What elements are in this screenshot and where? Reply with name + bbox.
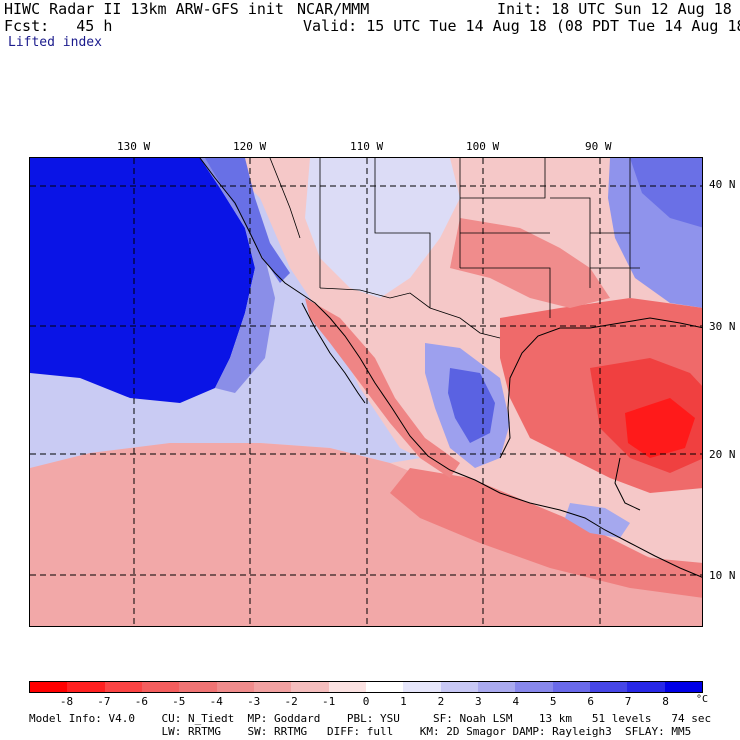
colorbar-tick-label: 2 [437, 695, 445, 708]
organization-label: NCAR/MMM [297, 0, 370, 18]
colorbar-tick-label: 0 [362, 695, 370, 708]
colorbar-tick-label: 7 [624, 695, 632, 708]
central-america-stable [565, 503, 630, 538]
pacific-mid-band [200, 158, 275, 393]
colorbar-segment [365, 682, 404, 692]
lon-label-110w: 110 W [350, 140, 384, 153]
mexican-plateau-core [448, 368, 495, 443]
colorbar-tick-label: -8 [59, 695, 74, 708]
colorbar-segment [589, 682, 628, 692]
lat-label-10n: 10 N [709, 569, 736, 582]
colorbar-tick-label: -5 [172, 695, 186, 708]
model-info-line2: LW: RRTMG SW: RRTMG DIFF: full KM: 2D Sm… [29, 725, 692, 738]
lon-label-100w: 100 W [466, 140, 500, 153]
colorbar-tick-label: -6 [134, 695, 148, 708]
model-title: HIWC Radar II 13km ARW-GFS init [4, 0, 284, 18]
colorbar-segment [403, 682, 441, 692]
lon-label-120w: 120 W [233, 140, 267, 153]
graticule [30, 158, 702, 626]
model-info-line1: Model Info: V4.0 CU: N_Tiedt MP: Goddard… [29, 712, 712, 725]
valid-time: Valid: 15 UTC Tue 14 Aug 18 (08 PDT Tue … [303, 17, 740, 35]
colorbar-segment [627, 682, 665, 692]
gulf-core [625, 398, 695, 458]
lat-label-40n: 40 N [709, 178, 736, 191]
political-borders [269, 158, 640, 339]
mexico-west-coast-unstable [305, 298, 460, 478]
central-us-unstable [450, 218, 610, 308]
colorbar-segment [30, 682, 68, 692]
colorbar [29, 681, 703, 693]
colorbar-segment [552, 682, 590, 692]
colorbar-tick-label: 4 [512, 695, 520, 708]
colorbar-segment [216, 682, 254, 692]
colorbar-segment [253, 682, 292, 692]
field-name: Lifted index [8, 35, 102, 50]
colorbar-segment [104, 682, 142, 692]
pacific-stable-core [30, 158, 255, 403]
colorbar-tick-label: 6 [587, 695, 594, 708]
colorbar-unit: °C [696, 694, 709, 705]
colorbar-tick-label: 8 [662, 695, 669, 708]
colorbar-segment [291, 682, 329, 692]
lifted-index-map [29, 157, 703, 627]
colorbar-tick-label: 1 [400, 695, 407, 708]
colorbar-tick-label: -1 [321, 695, 336, 708]
eastern-us-core [630, 158, 702, 228]
colorbar-segment [328, 682, 366, 692]
colorbar-segment [179, 682, 217, 692]
colorbar-segment [67, 682, 105, 692]
california-coast-stable [205, 158, 290, 283]
colorbar-tick-label: -2 [284, 695, 298, 708]
forecast-hour: Fcst: 45 h [4, 17, 113, 35]
southern-unstable-core [390, 468, 702, 598]
colorbar-segment [515, 682, 553, 692]
map-canvas [30, 158, 702, 626]
colorbar-tick-label: -4 [209, 695, 223, 708]
coastlines [199, 158, 702, 578]
lat-label-30n: 30 N [709, 320, 736, 333]
init-time: Init: 18 UTC Sun 12 Aug 18 [497, 0, 732, 18]
colorbar-tick-label: -7 [97, 695, 111, 708]
colorbar-tick-label: 5 [549, 695, 557, 708]
colorbar-segment [477, 682, 516, 692]
lon-label-130w: 130 W [117, 140, 151, 153]
colorbar-segment [141, 682, 180, 692]
colorbar-tick-label: -3 [247, 695, 261, 708]
lon-label-90w: 90 W [585, 140, 612, 153]
lat-label-20n: 20 N [709, 448, 736, 461]
colorbar-segment [440, 682, 478, 692]
us-southwest-stable [305, 158, 460, 298]
eastern-pacific-unstable [30, 443, 702, 626]
colorbar-tick-label: 3 [475, 695, 482, 708]
colorbar-segment [664, 682, 702, 692]
